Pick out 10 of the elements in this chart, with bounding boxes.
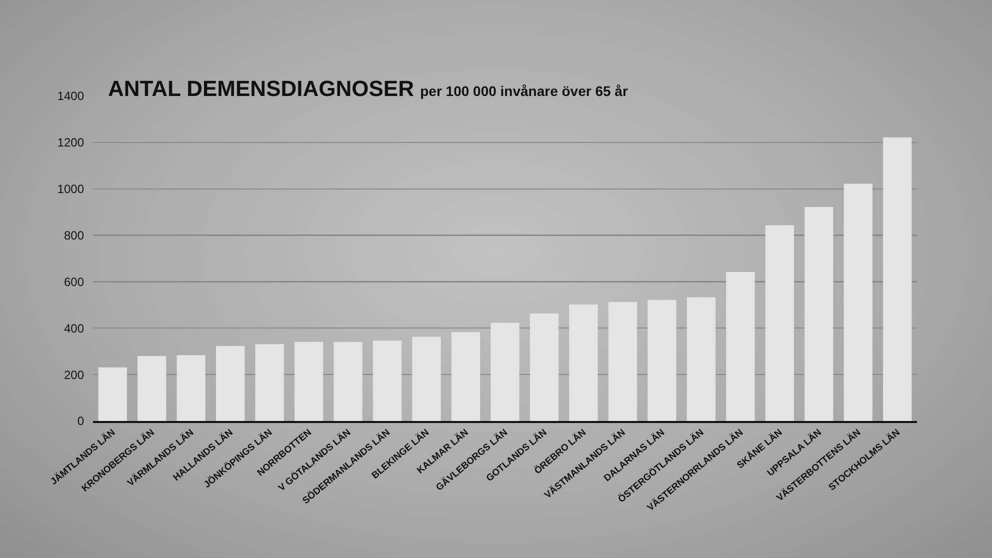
y-tick-label: 1000 bbox=[57, 182, 84, 196]
y-tick-label: 200 bbox=[64, 368, 84, 382]
y-tick-label: 1400 bbox=[57, 89, 84, 104]
y-tick-label: 0 bbox=[77, 414, 84, 428]
y-tick-label: 800 bbox=[64, 228, 84, 242]
y-tick-label: 1200 bbox=[57, 136, 84, 150]
chart-subtitle: per 100 000 invånare över 65 år bbox=[420, 83, 628, 99]
chart-title: ANTAL DEMENSDIAGNOSER bbox=[108, 76, 414, 101]
y-tick-label: 600 bbox=[64, 274, 84, 289]
y-tick-label: 400 bbox=[64, 321, 84, 336]
